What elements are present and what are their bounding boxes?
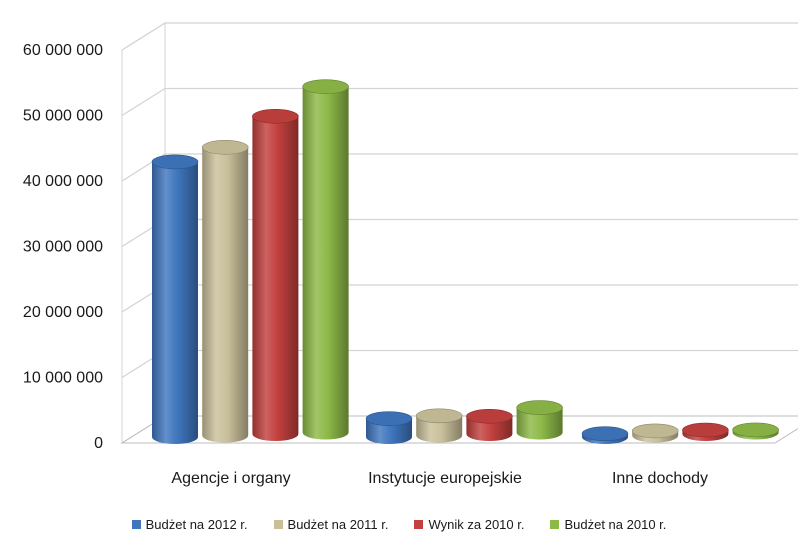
bar-body	[516, 407, 563, 440]
bar	[682, 422, 729, 442]
bar-body	[302, 86, 349, 440]
bar-body	[416, 415, 463, 443]
legend-swatch	[550, 520, 560, 529]
x-axis-categories: Agencje i organy Instytucje europejskie In…	[171, 470, 708, 487]
y-axis-ticks: 0 10 000 000 20 000 000 30 000 000 40 000 00…	[23, 42, 103, 452]
bar	[365, 411, 413, 444]
bar-top	[151, 154, 199, 170]
y-tick-label: 30 000 000	[23, 239, 103, 256]
legend: Budżet na 2012 r. Budżet na 2011 r. Wynik …	[0, 517, 798, 532]
legend-item: Wynik za 2010 r.	[414, 517, 524, 532]
bar-body	[152, 161, 198, 444]
bar-top	[631, 423, 679, 439]
y-tick-label: 60 000 000	[23, 42, 103, 59]
bar	[201, 140, 249, 443]
legend-swatch	[414, 520, 424, 529]
legend-item: Budżet na 2012 r.	[131, 517, 248, 532]
bar-top	[415, 408, 463, 424]
bar	[151, 154, 199, 444]
bar	[732, 422, 779, 440]
x-category-label: Agencje i organy	[171, 470, 290, 487]
bar-top	[252, 109, 299, 124]
x-category-label: Inne dochody	[612, 470, 708, 487]
y-tick-label: 20 000 000	[23, 304, 103, 321]
bar-body	[252, 116, 299, 442]
gridline	[121, 22, 798, 51]
bar-top	[201, 140, 249, 155]
bar-top	[682, 422, 729, 438]
bar	[631, 423, 679, 443]
bar-top	[466, 409, 513, 424]
legend-label: Budżet na 2010 r.	[564, 517, 667, 532]
legend-swatch	[131, 520, 141, 529]
legend-label: Budżet na 2011 r.	[287, 517, 389, 532]
bar	[415, 408, 463, 443]
legend-label: Wynik za 2010 r.	[428, 517, 525, 532]
y-tick-label: 50 000 000	[23, 108, 103, 125]
bar	[466, 409, 513, 441]
bar-top	[732, 422, 779, 438]
legend-label: Budżet na 2012 r.	[145, 517, 248, 532]
legend-item: Budżet na 2011 r.	[273, 517, 389, 532]
gridline	[121, 87, 798, 117]
bar	[252, 109, 299, 442]
bar-top	[581, 426, 629, 442]
bar-top	[516, 400, 563, 415]
bar-top	[302, 79, 349, 94]
bar	[302, 79, 349, 440]
bars	[151, 79, 779, 444]
bar-top	[365, 411, 413, 426]
bar-body	[202, 147, 249, 443]
gridline	[121, 153, 798, 182]
legend-item: Budżet na 2010 r.	[550, 517, 666, 532]
y-tick-label: 0	[94, 435, 103, 452]
y-tick-label: 10 000 000	[23, 370, 103, 387]
x-category-label: Instytucje europejskie	[368, 470, 522, 487]
bar	[516, 400, 563, 440]
y-tick-label: 40 000 000	[23, 173, 103, 190]
legend-swatch	[273, 520, 283, 529]
bar	[581, 426, 629, 444]
